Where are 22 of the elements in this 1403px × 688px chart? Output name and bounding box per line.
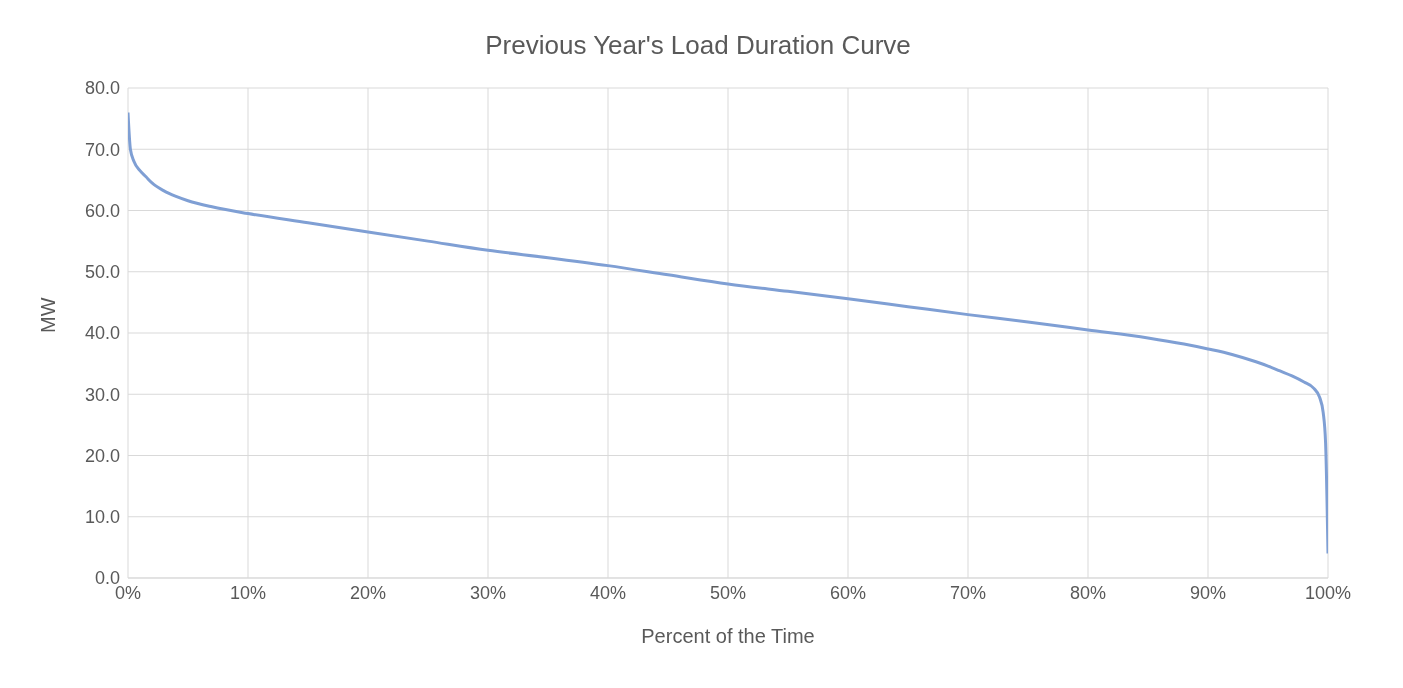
- y-tick-label: 70.0: [84, 139, 120, 160]
- y-tick-label: 80.0: [84, 78, 120, 99]
- x-tick-label: 30%: [469, 582, 507, 603]
- x-tick-label: 60%: [829, 582, 867, 603]
- y-tick-label: 40.0: [84, 323, 120, 344]
- x-tick-label: 90%: [1189, 582, 1227, 603]
- x-tick-label: 80%: [1069, 582, 1107, 603]
- x-axis-title: Percent of the Time: [641, 625, 815, 647]
- chart-title: Previous Year's Load Duration Curve: [484, 29, 912, 62]
- x-tick-label: 40%: [589, 582, 627, 603]
- y-axis-title: MW: [37, 297, 60, 333]
- y-tick-label: 10.0: [84, 507, 120, 528]
- x-tick-label: 10%: [229, 582, 267, 603]
- line-series: [128, 111, 1328, 555]
- x-tick-label: 50%: [709, 582, 747, 603]
- y-tick-label: 30.0: [84, 384, 120, 405]
- y-tick-label: 50.0: [84, 262, 120, 283]
- x-tick-label: 70%: [949, 582, 987, 603]
- y-tick-label: 60.0: [84, 200, 120, 221]
- x-tick-label: 100%: [1304, 582, 1352, 603]
- x-tick-label: 20%: [349, 582, 387, 603]
- y-tick-label: 20.0: [84, 445, 120, 466]
